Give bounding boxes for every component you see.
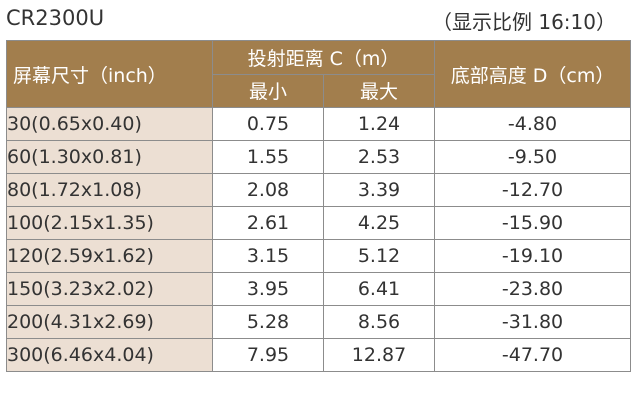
cell-max-distance: 3.39 — [322, 173, 436, 207]
header-screen-size: 屏幕尺寸（inch） — [6, 40, 213, 108]
cell-min-distance: 2.61 — [212, 206, 324, 240]
cell-max-distance: 2.53 — [322, 140, 436, 174]
cell-screen-size: 30(0.65x0.40) — [6, 107, 213, 141]
table-row: 60(1.30x0.81) 1.55 2.53 -9.50 — [6, 140, 632, 174]
cell-bottom-height: -23.80 — [434, 272, 632, 306]
cell-max-distance: 8.56 — [322, 305, 436, 339]
cell-screen-size: 120(2.59x1.62) — [6, 239, 213, 273]
header-row-sub: 最小 最大 — [7, 73, 631, 108]
table-row: 120(2.59x1.62) 3.15 5.12 -19.10 — [6, 239, 632, 273]
cell-bottom-height: -19.10 — [434, 239, 632, 273]
table-row: 100(2.15x1.35) 2.61 4.25 -15.90 — [6, 206, 632, 240]
table-row: 80(1.72x1.08) 2.08 3.39 -12.70 — [6, 173, 632, 207]
cell-max-distance: 12.87 — [322, 338, 436, 372]
header-min: 最小 — [212, 73, 324, 108]
cell-min-distance: 1.55 — [212, 140, 324, 174]
header-row-top: 屏幕尺寸（inch） 投射距离 C（m） 底部高度 D（cm） — [6, 40, 632, 108]
cell-screen-size: 100(2.15x1.35) — [6, 206, 213, 240]
cell-bottom-height: -31.80 — [434, 305, 632, 339]
cell-screen-size: 150(3.23x2.02) — [6, 272, 213, 306]
cell-min-distance: 3.95 — [212, 272, 324, 306]
cell-screen-size: 200(4.31x2.69) — [6, 305, 213, 339]
aspect-ratio-note: （显示比例 16:10） — [432, 10, 616, 34]
cell-screen-size: 80(1.72x1.08) — [6, 173, 213, 207]
model-name: CR2300U — [6, 6, 105, 30]
cell-max-distance: 5.12 — [322, 239, 436, 273]
header-throw-distance: 投射距离 C（m） — [211, 40, 436, 75]
header-max: 最大 — [322, 73, 436, 108]
cell-bottom-height: -9.50 — [434, 140, 632, 174]
table-row: 150(3.23x2.02) 3.95 6.41 -23.80 — [6, 272, 632, 306]
cell-max-distance: 6.41 — [322, 272, 436, 306]
cell-screen-size: 300(6.46x4.04) — [6, 338, 213, 372]
table-row: 300(6.46x4.04) 7.95 12.87 -47.70 — [6, 338, 632, 372]
cell-bottom-height: -4.80 — [434, 107, 632, 141]
table-row: 200(4.31x2.69) 5.28 8.56 -31.80 — [6, 305, 632, 339]
throw-distance-table: 屏幕尺寸（inch） 投射距离 C（m） 底部高度 D（cm） 最小 最大 30… — [6, 40, 632, 372]
table-row: 30(0.65x0.40) 0.75 1.24 -4.80 — [6, 107, 632, 141]
header-bottom-height: 底部高度 D（cm） — [434, 40, 632, 108]
cell-bottom-height: -47.70 — [434, 338, 632, 372]
cell-max-distance: 4.25 — [322, 206, 436, 240]
cell-min-distance: 3.15 — [212, 239, 324, 273]
cell-min-distance: 5.28 — [212, 305, 324, 339]
cell-min-distance: 7.95 — [212, 338, 324, 372]
cell-max-distance: 1.24 — [322, 107, 436, 141]
cell-min-distance: 0.75 — [212, 107, 324, 141]
cell-bottom-height: -15.90 — [434, 206, 632, 240]
cell-screen-size: 60(1.30x0.81) — [6, 140, 213, 174]
cell-min-distance: 2.08 — [212, 173, 324, 207]
cell-bottom-height: -12.70 — [434, 173, 632, 207]
table-caption: CR2300U （显示比例 16:10） — [0, 0, 636, 36]
